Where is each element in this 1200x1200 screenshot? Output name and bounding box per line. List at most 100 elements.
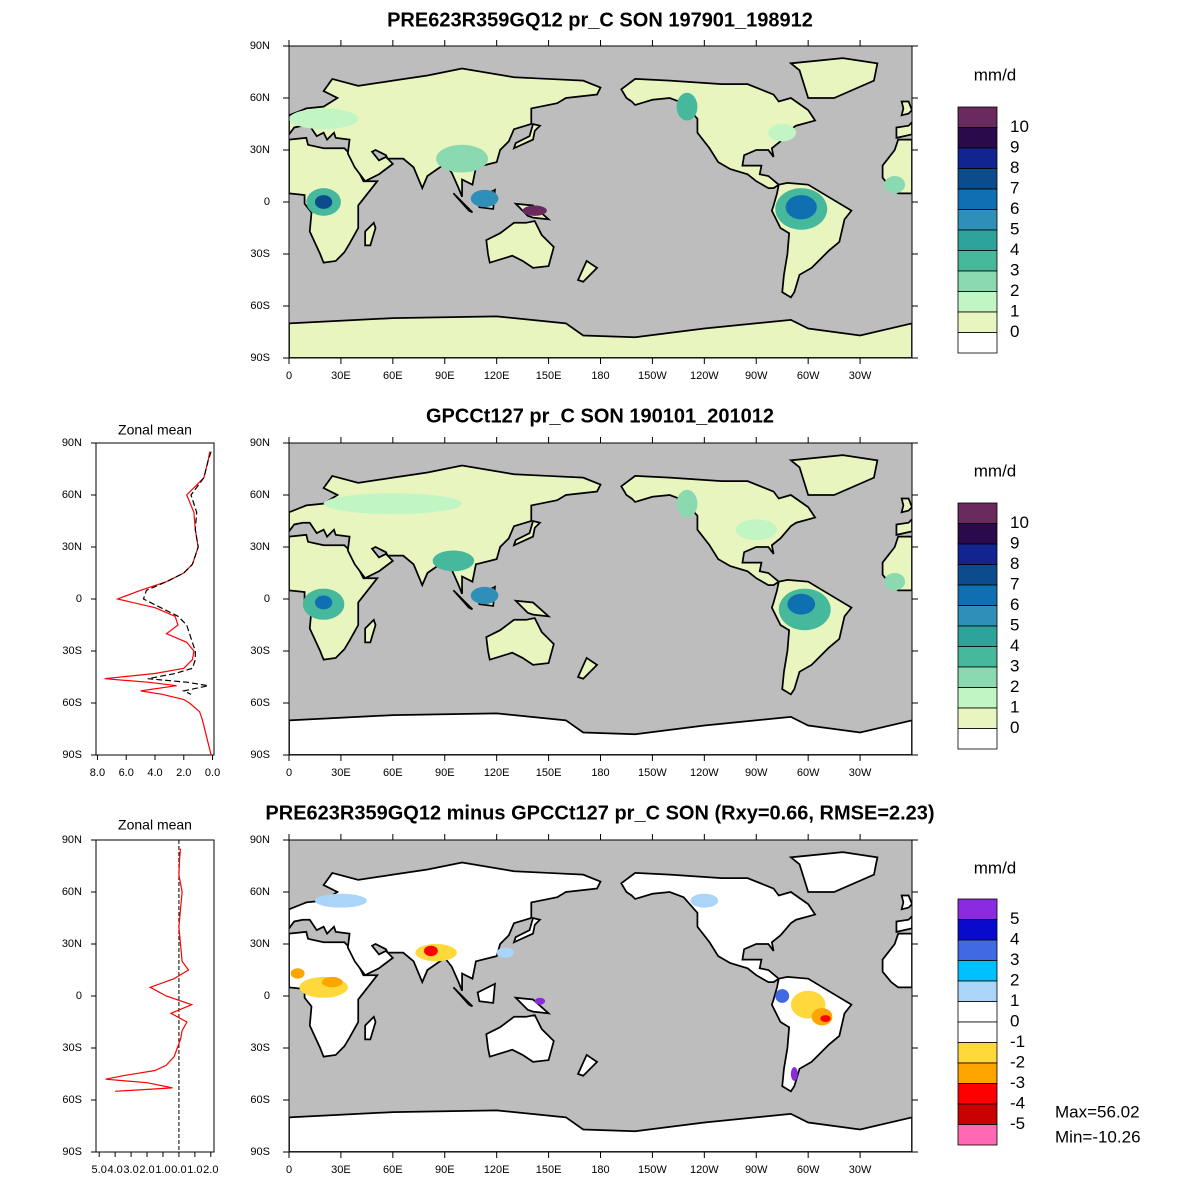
zonal-lat-label: 90N (62, 834, 82, 846)
colorbar-box (957, 543, 998, 565)
lon-tick-label: 60E (383, 767, 403, 779)
colorbar-label: 10 (1010, 513, 1029, 532)
lon-tick-label: 150E (536, 1164, 562, 1176)
lon-tick-label: 150E (536, 370, 562, 382)
lon-tick-label: 30E (331, 370, 351, 382)
colorbar-box (957, 502, 998, 524)
colorbar-label: 2 (1010, 677, 1019, 696)
zonal-lat-label: 30S (62, 645, 82, 657)
lon-tick-label: 90W (745, 767, 768, 779)
lat-tick-label: 30S (250, 248, 270, 260)
zonal-lat-label: 30N (62, 541, 82, 553)
zonal-title: Zonal mean (118, 422, 192, 438)
lon-tick-label: 0 (286, 370, 292, 382)
colorbar-box (957, 523, 998, 545)
colorbar-box (957, 1083, 998, 1105)
colorbar-box (957, 564, 998, 586)
lon-tick-label: 180 (591, 370, 609, 382)
lat-tick-label: 90S (250, 749, 270, 761)
lon-tick-label: 120W (690, 767, 719, 779)
colorbar-label: 6 (1010, 199, 1019, 218)
colorbar-box (957, 270, 998, 292)
colorbar-label: 0 (1010, 322, 1019, 341)
colorbar-box (957, 707, 998, 729)
zonal-x-label: 5.0 (92, 1164, 107, 1176)
map-2 (289, 443, 913, 755)
zonal-lat-label: 90S (62, 749, 82, 761)
colorbar-label: 4 (1010, 929, 1019, 948)
stat-label: Min=-10.26 (1055, 1127, 1141, 1146)
colorbar-box (957, 1021, 998, 1043)
colorbar-label: 8 (1010, 158, 1019, 177)
zonal-title: Zonal mean (118, 817, 192, 833)
colorbar-label: -4 (1010, 1093, 1025, 1112)
colorbar-label: 1 (1010, 697, 1019, 716)
colorbar-label: -2 (1010, 1052, 1025, 1071)
lon-tick-label: 30E (331, 1164, 351, 1176)
colorbar-unit: mm/d (974, 858, 1017, 877)
lat-tick-label: 60N (250, 886, 270, 898)
colorbar-box (957, 127, 998, 149)
lon-tick-label: 150W (638, 370, 667, 382)
panel-title: GPCCt127 pr_C SON 190101_201012 (426, 405, 774, 427)
colorbar-box (957, 1062, 998, 1084)
colorbar-box (957, 311, 998, 333)
lon-tick-label: 120W (690, 370, 719, 382)
colorbar-label: 5 (1010, 909, 1019, 928)
colorbar-box (957, 898, 998, 920)
colorbar-label: 4 (1010, 636, 1019, 655)
colorbar-box (957, 188, 998, 210)
colorbar-label: 5 (1010, 615, 1019, 634)
lat-tick-label: 30N (250, 938, 270, 950)
lon-tick-label: 30W (849, 370, 872, 382)
zonal-lat-label: 0 (76, 593, 82, 605)
colorbar-label: -3 (1010, 1073, 1025, 1092)
lat-tick-label: 60N (250, 489, 270, 501)
zonal-line (105, 848, 194, 1092)
lon-tick-label: 60W (797, 1164, 820, 1176)
colorbar-label: 3 (1010, 656, 1019, 675)
colorbar-label: 0 (1010, 1011, 1019, 1030)
zonal-x-label: 0.0 (171, 1164, 186, 1176)
colorbar-box (957, 1103, 998, 1125)
lon-tick-label: 60W (797, 767, 820, 779)
colorbar-label: 7 (1010, 574, 1019, 593)
zonal-x-label: 3.0 (123, 1164, 138, 1176)
colorbar-label: 3 (1010, 950, 1019, 969)
lon-tick-label: 90E (435, 1164, 455, 1176)
stat-label: Max=56.02 (1055, 1102, 1140, 1121)
colorbar-label: 3 (1010, 260, 1019, 279)
zonal-lat-label: 30S (62, 1042, 82, 1054)
map-3 (289, 840, 913, 1152)
lon-tick-label: 150E (536, 767, 562, 779)
lat-tick-label: 0 (264, 593, 270, 605)
lat-tick-label: 90N (250, 40, 270, 52)
panel-title: PRE623R359GQ12 pr_C SON 197901_198912 (387, 9, 813, 31)
colorbar-box (957, 728, 998, 750)
colorbar-box (957, 687, 998, 709)
colorbar-label: 1 (1010, 991, 1019, 1010)
lat-tick-label: 30S (250, 645, 270, 657)
colorbar-box (957, 229, 998, 251)
zonal-frame (95, 839, 215, 1153)
colorbar-box (957, 1001, 998, 1023)
zonal-lat-label: 90N (62, 437, 82, 449)
colorbar-box (957, 960, 998, 982)
colorbar-label: 2 (1010, 281, 1019, 300)
panel-title: PRE623R359GQ12 minus GPCCt127 pr_C SON (… (265, 802, 934, 824)
lon-tick-label: 90W (745, 1164, 768, 1176)
lat-tick-label: 60S (250, 1094, 270, 1106)
zonal-lat-label: 60S (62, 697, 82, 709)
zonal-lat-label: 90S (62, 1146, 82, 1158)
zonal-lat-label: 30N (62, 938, 82, 950)
colorbar-box (957, 919, 998, 941)
zonal-line (142, 451, 212, 695)
lat-tick-label: 60S (250, 697, 270, 709)
colorbar-box (957, 1042, 998, 1064)
colorbar-label: -1 (1010, 1032, 1025, 1051)
lat-tick-label: 90S (250, 352, 270, 364)
lat-tick-label: 90N (250, 834, 270, 846)
colorbar-box (957, 332, 998, 354)
colorbar-label: 9 (1010, 533, 1019, 552)
colorbar-box (957, 1124, 998, 1146)
